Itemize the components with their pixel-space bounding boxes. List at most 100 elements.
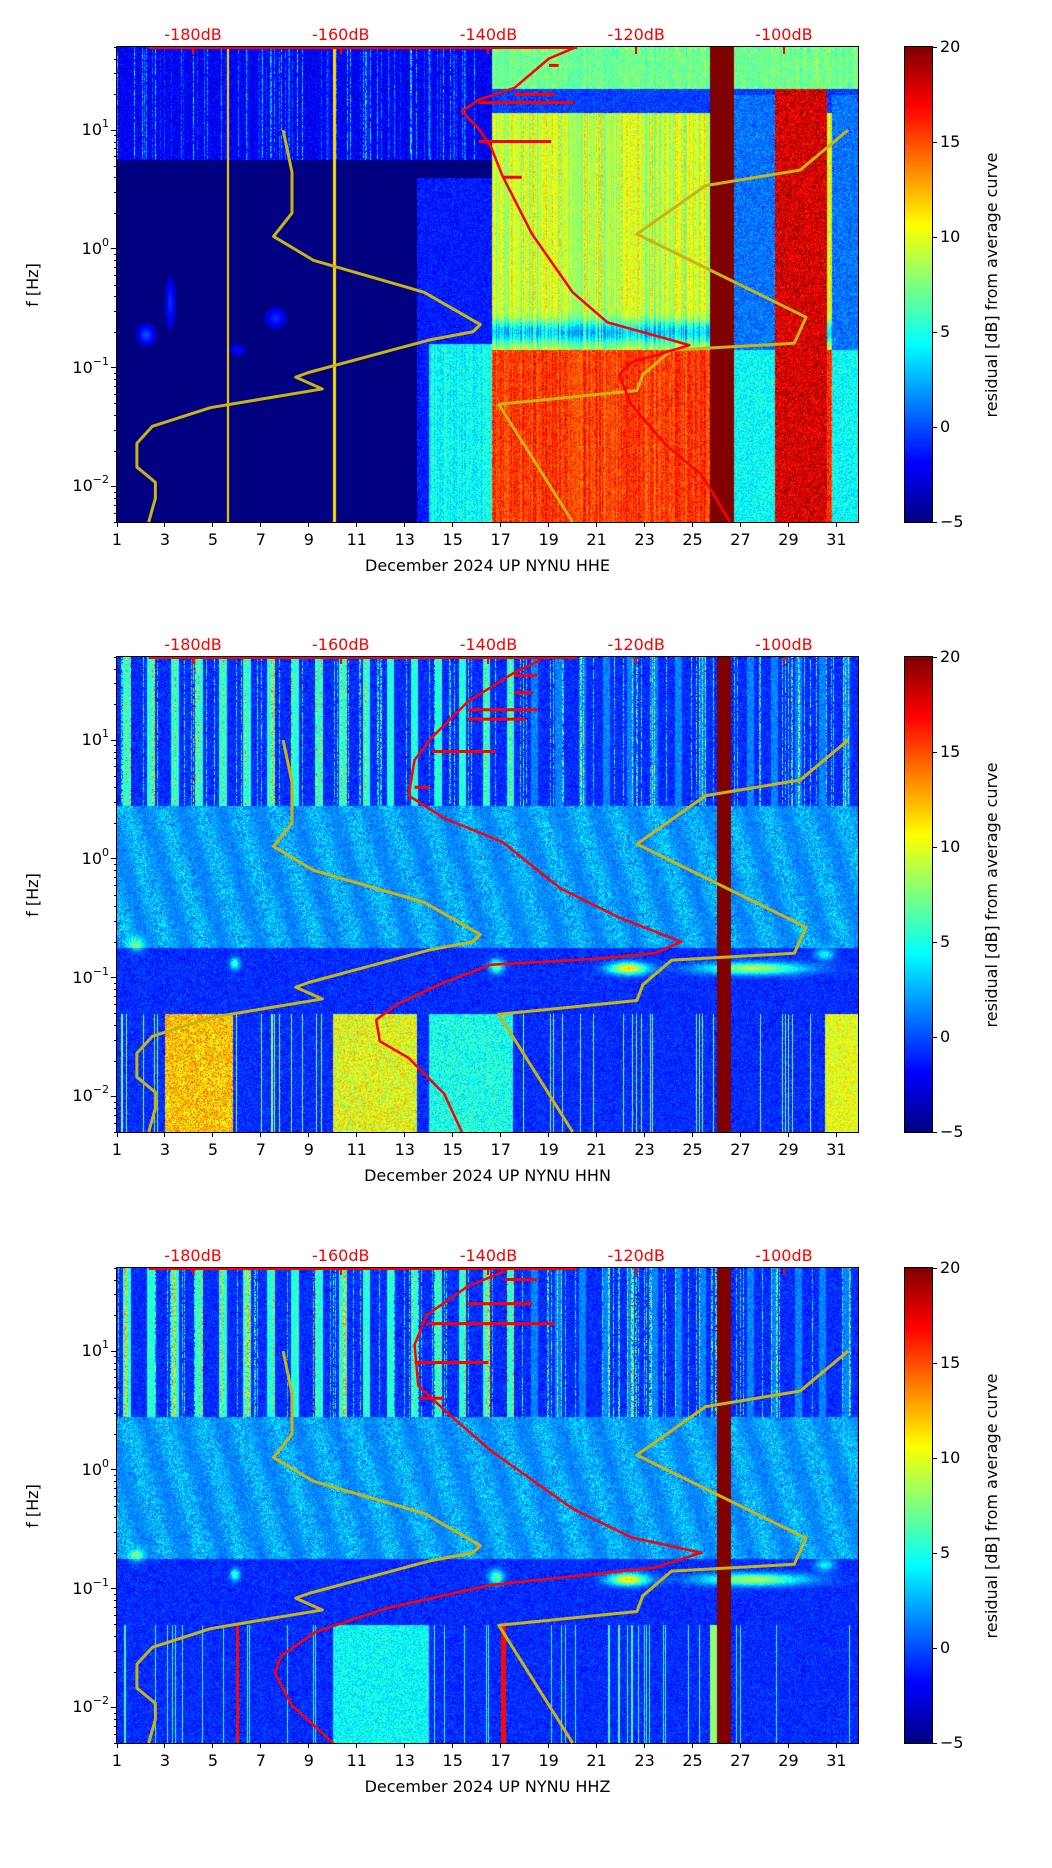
x-tick-label: 5 bbox=[207, 530, 219, 549]
db-axis-label: -120dB bbox=[607, 635, 665, 654]
x-tick-label: 3 bbox=[159, 530, 171, 549]
y-minor-tick bbox=[114, 192, 117, 194]
colorbar-tick bbox=[932, 1267, 937, 1269]
db-axis-tick bbox=[192, 1268, 195, 1275]
colorbar-tick bbox=[932, 141, 937, 143]
x-tick-label: 9 bbox=[303, 530, 314, 549]
y-tick-label: 10−1 bbox=[72, 966, 109, 986]
y-minor-tick bbox=[114, 668, 117, 670]
y-tick-exponent: −1 bbox=[92, 354, 109, 368]
y-minor-tick bbox=[114, 393, 117, 395]
y-minor-tick bbox=[114, 1294, 117, 1296]
colorbar-tick bbox=[932, 1362, 937, 1364]
colorbar-tick-label: 10 bbox=[940, 1448, 961, 1467]
y-minor-tick bbox=[114, 1517, 117, 1518]
low-noise-model-line bbox=[135, 739, 482, 1133]
high-noise-model-line bbox=[497, 1349, 850, 1744]
spectrogram-heatmap bbox=[117, 657, 858, 1132]
x-tick bbox=[212, 1132, 214, 1137]
colorbar-tick-label: 10 bbox=[940, 837, 961, 856]
y-minor-tick bbox=[114, 372, 117, 374]
y-minor-tick bbox=[114, 657, 117, 658]
db-axis-label: -120dB bbox=[607, 25, 665, 44]
colorbar-tick bbox=[932, 941, 937, 943]
x-tick bbox=[452, 1743, 454, 1748]
db-axis-label: -180dB bbox=[164, 1246, 222, 1265]
x-tick-label: 5 bbox=[207, 1751, 219, 1770]
x-tick-label: 19 bbox=[538, 1751, 559, 1770]
y-minor-tick bbox=[114, 1060, 117, 1062]
x-tick-label: 23 bbox=[634, 1751, 655, 1770]
db-axis-tick bbox=[487, 1268, 490, 1275]
x-tick bbox=[644, 522, 646, 527]
x-tick-label: 29 bbox=[778, 530, 799, 549]
x-tick bbox=[596, 1132, 598, 1137]
y-tick bbox=[111, 1469, 117, 1471]
x-tick bbox=[404, 1743, 406, 1748]
y-minor-tick bbox=[114, 787, 117, 789]
x-tick bbox=[644, 1132, 646, 1137]
y-minor-tick bbox=[114, 94, 117, 96]
colorbar-label: residual [dB] from average curve bbox=[982, 762, 1001, 1027]
x-tick-label: 31 bbox=[826, 1140, 847, 1159]
y-minor-tick bbox=[114, 58, 117, 60]
y-tick-base: 10 bbox=[81, 1341, 102, 1360]
y-minor-tick bbox=[114, 1593, 117, 1595]
x-tick-label: 23 bbox=[634, 1140, 655, 1159]
colorbar-tick-label: −5 bbox=[940, 512, 964, 531]
y-tick-exponent: −1 bbox=[92, 964, 109, 978]
db-axis-label: -160dB bbox=[312, 635, 370, 654]
y-tick-exponent: 1 bbox=[102, 1338, 109, 1351]
x-tick bbox=[164, 1132, 166, 1137]
db-axis-label: -100dB bbox=[755, 1246, 813, 1265]
y-minor-tick bbox=[114, 1132, 117, 1133]
y-minor-tick bbox=[114, 47, 117, 48]
y-tick-base: 10 bbox=[72, 1578, 93, 1598]
y-minor-tick bbox=[114, 1315, 117, 1317]
db-axis-tick bbox=[339, 1268, 342, 1275]
db-axis-tick bbox=[782, 657, 785, 664]
x-tick bbox=[116, 1743, 118, 1748]
y-minor-tick bbox=[114, 385, 117, 387]
y-tick-base: 10 bbox=[81, 848, 102, 868]
y-minor-tick bbox=[114, 73, 117, 75]
y-minor-tick bbox=[114, 864, 117, 866]
db-axis-tick bbox=[487, 657, 490, 664]
y-minor-tick bbox=[114, 877, 117, 879]
x-tick-label: 9 bbox=[303, 1751, 314, 1770]
y-minor-tick bbox=[114, 885, 117, 887]
y-tick-exponent: −2 bbox=[92, 1083, 109, 1097]
db-axis-tick bbox=[635, 657, 638, 664]
x-tick bbox=[212, 1743, 214, 1748]
y-minor-tick bbox=[114, 1552, 117, 1554]
colorbar bbox=[904, 46, 933, 523]
x-tick-label: 7 bbox=[255, 530, 266, 549]
db-axis-tick bbox=[339, 657, 342, 664]
y-tick-base: 10 bbox=[81, 1459, 102, 1479]
x-tick bbox=[308, 522, 310, 527]
x-tick-label: 1 bbox=[111, 530, 123, 549]
average-psd-curve bbox=[273, 1270, 703, 1744]
x-tick bbox=[116, 522, 118, 527]
x-tick-label: 27 bbox=[730, 1140, 751, 1159]
y-minor-tick bbox=[114, 275, 117, 277]
colorbar-tick-label: 0 bbox=[940, 1638, 951, 1657]
y-minor-tick bbox=[114, 1279, 117, 1281]
y-tick bbox=[111, 129, 117, 131]
db-axis-tick bbox=[192, 657, 195, 664]
y-minor-tick bbox=[114, 491, 117, 493]
colorbar-label: residual [dB] from average curve bbox=[982, 152, 1001, 417]
x-tick bbox=[260, 522, 262, 527]
average-psd-curve bbox=[460, 45, 732, 523]
y-minor-tick bbox=[114, 1481, 117, 1483]
y-minor-tick bbox=[114, 165, 117, 167]
y-minor-tick bbox=[114, 1743, 117, 1744]
colorbar-tick-label: 0 bbox=[940, 417, 951, 436]
x-tick-label: 21 bbox=[586, 1751, 607, 1770]
spectrogram-heatmap bbox=[117, 1268, 858, 1743]
y-tick bbox=[111, 1350, 117, 1352]
y-minor-tick bbox=[114, 1635, 117, 1637]
x-tick bbox=[116, 1132, 118, 1137]
x-tick bbox=[739, 1743, 741, 1748]
x-tick bbox=[692, 522, 694, 527]
